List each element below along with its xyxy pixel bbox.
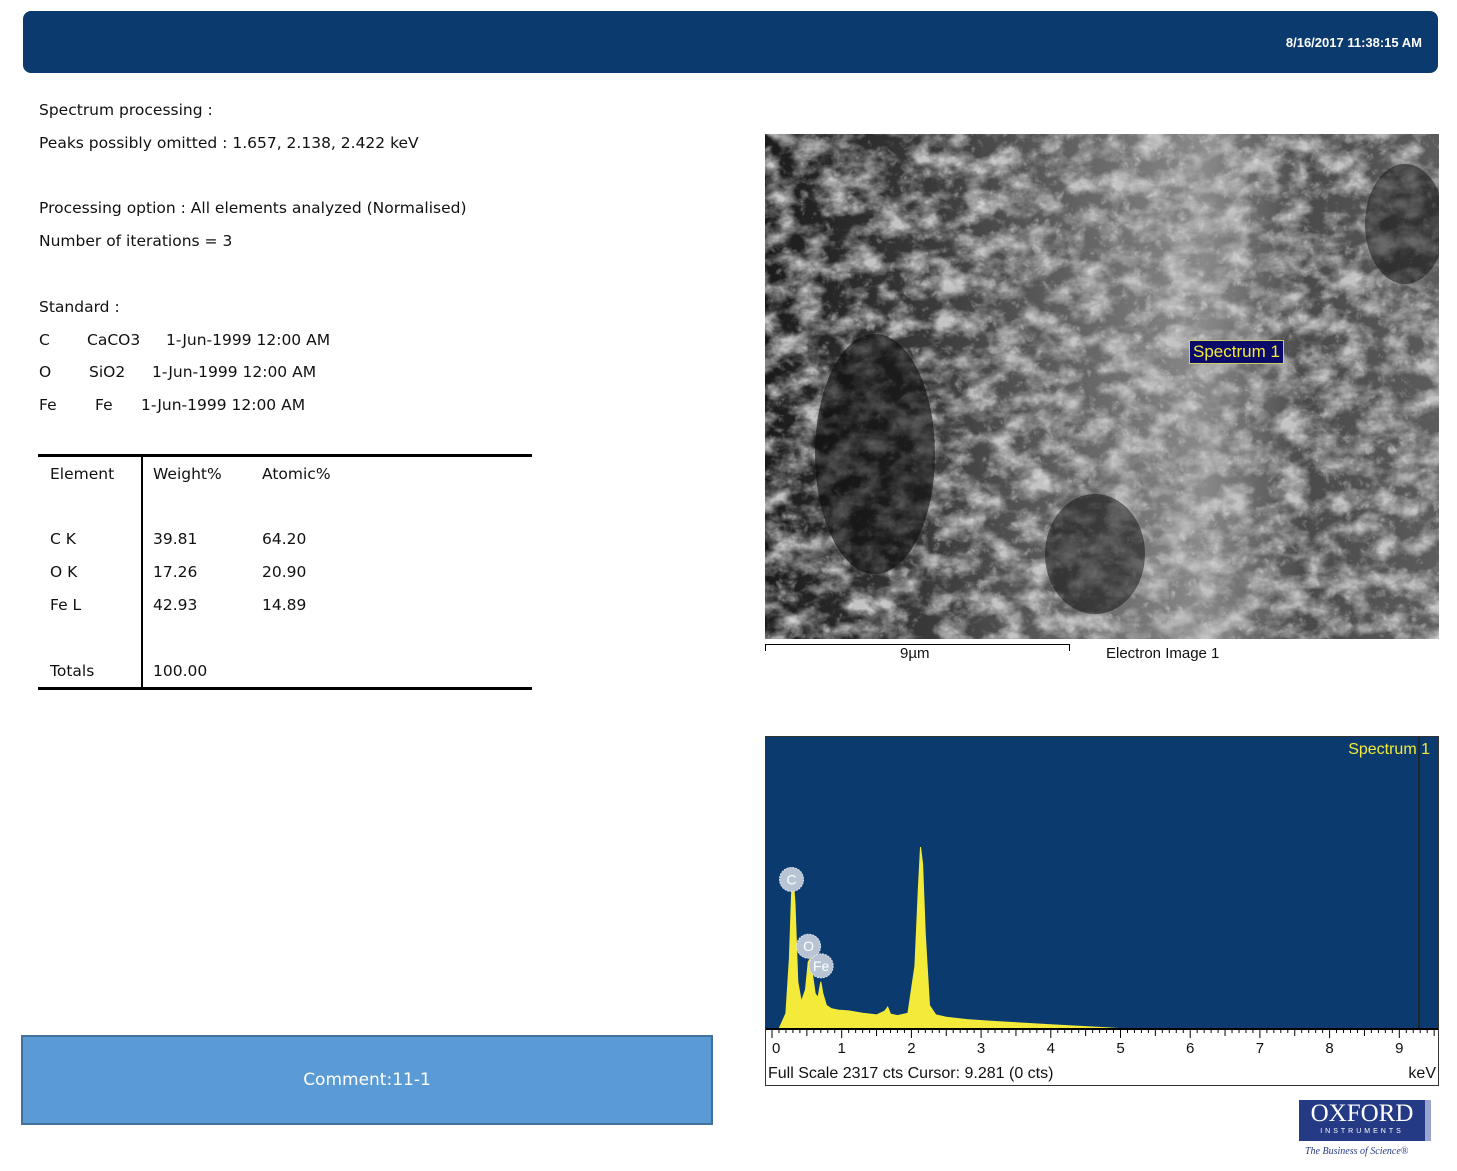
header-bar: 8/16/2017 11:38:15 AM — [23, 11, 1438, 73]
row-element: Fe L — [50, 596, 82, 614]
totals-label: Totals — [50, 662, 95, 680]
logo-line2: INSTRUMENTS — [1320, 1128, 1404, 1135]
standard-title: Standard : — [39, 298, 120, 316]
standard-element: O — [39, 363, 52, 381]
x-tick-label: 4 — [1047, 1040, 1055, 1057]
peak-label: O — [803, 938, 814, 954]
standard-row: C CaCO3 1-Jun-1999 12:00 AM — [39, 331, 330, 403]
row-atomic: 20.90 — [262, 563, 307, 581]
peak-label-marker — [808, 953, 834, 979]
x-tick-label: 6 — [1186, 1040, 1194, 1057]
x-tick-label: 5 — [1116, 1040, 1124, 1057]
x-tick-label: 3 — [977, 1040, 985, 1057]
spectrum-footer-info: Full Scale 2317 cts Cursor: 9.281 (0 cts… — [768, 1065, 1054, 1082]
standard-date: 1-Jun-1999 12:00 AM — [141, 396, 306, 414]
standard-compound: CaCO3 — [87, 331, 141, 349]
oxford-logo: OXFORD INSTRUMENTS — [1299, 1100, 1431, 1141]
standard-row: O SiO2 1-Jun-1999 12:00 AM — [39, 363, 316, 435]
row-element: C K — [50, 530, 76, 548]
row-atomic: 64.20 — [262, 530, 307, 548]
processing-title: Spectrum processing : — [39, 101, 213, 119]
comment-box: Comment:11-1 — [21, 1035, 713, 1125]
plot-background — [766, 737, 1438, 1029]
peak-label: Fe — [813, 958, 830, 974]
report-timestamp: 8/16/2017 11:38:15 AM — [1285, 35, 1422, 50]
row-element: O K — [50, 563, 78, 581]
row-atomic: 14.89 — [262, 596, 307, 614]
comment-text: Comment:11-1 — [303, 1070, 431, 1090]
spectrum-chart: C O Fe 0 1 2 3 4 5 6 7 8 9 Spectrum 1 Full Scale 231… — [765, 736, 1439, 1086]
table-bottom-rule — [38, 687, 532, 690]
iterations: Number of iterations = 3 — [39, 232, 233, 250]
scale-label: 9µm — [900, 645, 930, 662]
peak-label: C — [786, 871, 796, 887]
electron-image — [765, 134, 1439, 639]
totals-weight: 100.00 — [153, 662, 208, 680]
logo-tagline: The Business of Science® — [1305, 1146, 1409, 1157]
standard-element: C — [39, 331, 50, 349]
spectrum-marker-label[interactable]: Spectrum 1 — [1189, 340, 1284, 364]
standard-row: Fe Fe 1-Jun-1999 12:00 AM — [39, 396, 305, 468]
sem-texture — [765, 134, 1439, 639]
peaks-omitted: Peaks possibly omitted : 1.657, 2.138, 2… — [39, 134, 419, 152]
header-weight: Weight% — [153, 465, 222, 483]
header-element: Element — [50, 465, 115, 483]
table-top-rule — [38, 454, 532, 457]
table-divider — [141, 457, 143, 687]
row-weight: 42.93 — [153, 596, 198, 614]
peak-label-marker — [779, 866, 805, 892]
spectrum-title: Spectrum 1 — [1348, 741, 1430, 758]
x-tick-label: 8 — [1325, 1040, 1333, 1057]
standard-date: 1-Jun-1999 12:00 AM — [152, 363, 317, 381]
scale-bar — [765, 644, 1070, 651]
spectrum-unit: keV — [1408, 1065, 1436, 1082]
image-caption: Electron Image 1 — [1106, 645, 1220, 662]
x-tick-label: 1 — [838, 1040, 846, 1057]
peak-label-marker — [796, 933, 822, 959]
header-atomic: Atomic% — [262, 465, 331, 483]
x-tick-label: 7 — [1256, 1040, 1264, 1057]
standard-compound: Fe — [95, 396, 113, 414]
standard-date: 1-Jun-1999 12:00 AM — [166, 331, 331, 349]
standard-compound: SiO2 — [89, 363, 126, 381]
x-tick-label: 0 — [772, 1040, 780, 1057]
row-weight: 39.81 — [153, 530, 198, 548]
processing-option: Processing option : All elements analyze… — [39, 199, 467, 217]
spectrum-plot: C O Fe 0 1 2 3 4 5 6 7 8 9 — [766, 737, 1438, 1057]
standard-element: Fe — [39, 396, 57, 414]
spectrum-trace — [778, 846, 1438, 1030]
row-weight: 17.26 — [153, 563, 198, 581]
logo-line1: OXFORD — [1310, 1100, 1414, 1127]
x-tick-label: 2 — [907, 1040, 915, 1057]
x-tick-label: 9 — [1395, 1040, 1403, 1057]
